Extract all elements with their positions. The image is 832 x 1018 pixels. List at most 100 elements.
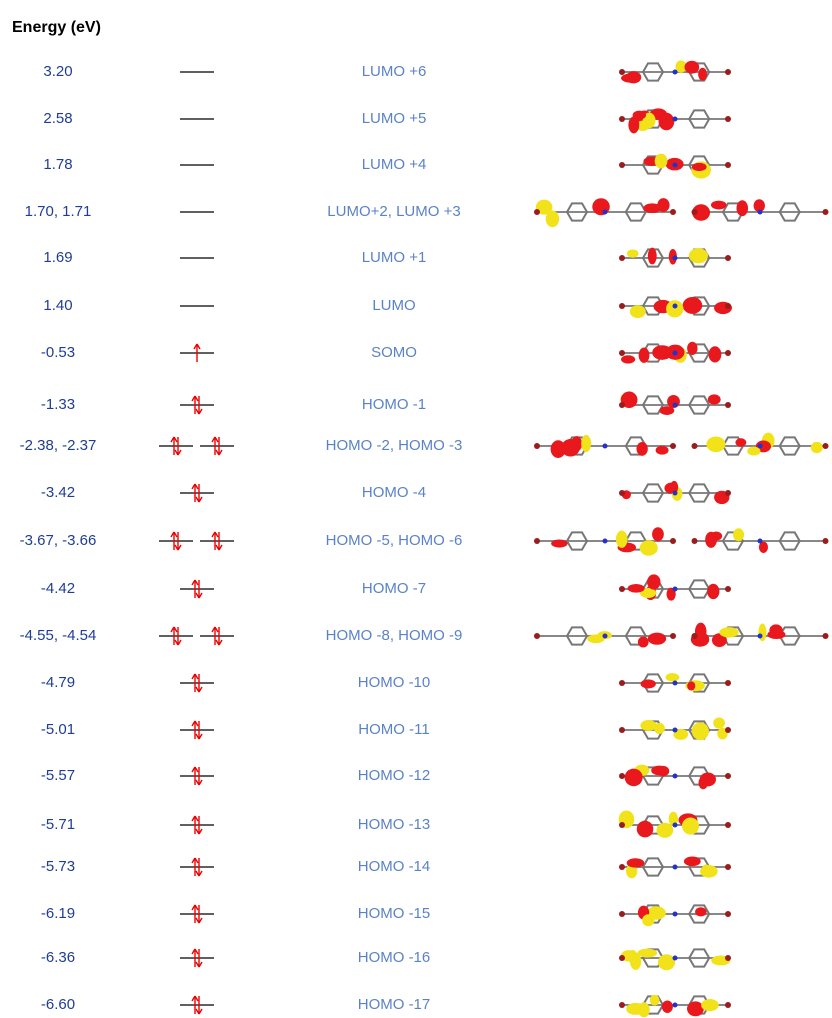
orbital-label: HOMO -8, HOMO -9 xyxy=(326,627,463,644)
orbital-image xyxy=(619,297,732,318)
atom xyxy=(758,539,763,544)
lobe xyxy=(665,673,679,681)
energy-value: 1.78 xyxy=(43,156,72,173)
atom xyxy=(619,162,625,168)
atom xyxy=(725,773,731,779)
atom xyxy=(673,728,678,733)
atom xyxy=(823,538,829,544)
lobe xyxy=(736,200,748,216)
orbital-image xyxy=(692,433,829,456)
atom xyxy=(673,823,678,828)
atom xyxy=(619,490,625,496)
atom xyxy=(692,443,698,449)
lobe xyxy=(639,348,650,363)
orbital-image xyxy=(534,435,676,458)
atom xyxy=(725,955,731,961)
lobe xyxy=(625,769,643,787)
lobe xyxy=(637,949,657,958)
orbital-image xyxy=(619,108,731,133)
lobe xyxy=(640,540,658,556)
lobe xyxy=(642,914,654,926)
atom xyxy=(534,209,540,215)
energy-value: 1.70, 1.71 xyxy=(25,203,92,220)
lobe xyxy=(692,163,707,171)
orbital-image xyxy=(619,995,731,1018)
orbital-label: HOMO -12 xyxy=(358,767,431,784)
atom xyxy=(725,255,731,261)
lobe xyxy=(643,203,661,213)
atom xyxy=(725,727,731,733)
energy-level xyxy=(180,396,214,414)
energy-level xyxy=(159,627,193,645)
atom xyxy=(603,539,608,544)
atom xyxy=(670,633,676,639)
orbital-label: SOMO xyxy=(371,344,417,361)
lobe xyxy=(689,248,708,263)
orbital-label: HOMO -15 xyxy=(358,905,431,922)
atom xyxy=(670,443,676,449)
lobe xyxy=(647,574,660,589)
atom xyxy=(619,822,625,828)
lobe xyxy=(702,864,710,874)
lobe xyxy=(626,1003,645,1015)
lobe xyxy=(652,345,672,360)
atom xyxy=(673,681,678,686)
atom xyxy=(619,1002,625,1008)
atom xyxy=(725,586,731,592)
energy-value: 3.20 xyxy=(43,63,72,80)
orbital-image xyxy=(619,392,731,415)
orbital-image xyxy=(619,905,731,926)
lobe xyxy=(648,633,666,645)
orbital-image xyxy=(619,673,731,692)
lobe xyxy=(684,61,699,74)
atom xyxy=(673,117,678,122)
lobe xyxy=(651,766,667,776)
atom xyxy=(725,350,731,356)
energy-level xyxy=(180,816,214,834)
orbital-label: HOMO -14 xyxy=(358,858,431,875)
energy-value: -6.19 xyxy=(41,905,75,922)
energy-value: 1.40 xyxy=(43,297,72,314)
atom xyxy=(692,538,698,544)
energy-level xyxy=(200,627,234,645)
energy-level xyxy=(159,532,193,550)
energy-level xyxy=(180,721,214,739)
energy-value: -4.55, -4.54 xyxy=(20,627,97,644)
atom xyxy=(725,864,731,870)
lobe xyxy=(621,355,635,363)
lobe xyxy=(641,679,656,688)
orbital-image xyxy=(692,199,829,220)
energy-value: -4.42 xyxy=(41,580,75,597)
lobe xyxy=(652,527,664,541)
title: Energy (eV) xyxy=(12,19,101,36)
atom xyxy=(619,402,625,408)
atom xyxy=(619,773,625,779)
energy-level xyxy=(180,484,214,502)
atom xyxy=(534,443,540,449)
lobe xyxy=(630,305,646,318)
orbital-label: LUMO xyxy=(372,297,415,314)
orbital-label: HOMO -17 xyxy=(358,996,431,1013)
atom xyxy=(725,680,731,686)
orbital-image xyxy=(619,342,731,364)
lobe xyxy=(713,717,725,728)
energy-value: -5.57 xyxy=(41,767,75,784)
orbital-label: LUMO+2, LUMO +3 xyxy=(327,203,460,220)
energy-value: -3.67, -3.66 xyxy=(20,532,97,549)
lobe xyxy=(657,823,674,838)
atom xyxy=(673,351,678,356)
atom xyxy=(758,444,763,449)
atom xyxy=(619,303,625,309)
energy-level xyxy=(180,674,214,692)
atom xyxy=(619,116,625,122)
atom xyxy=(823,633,829,639)
lobe xyxy=(711,201,726,210)
orbital-label: LUMO +6 xyxy=(362,63,427,80)
atom xyxy=(603,444,608,449)
orbital-image xyxy=(619,154,731,179)
energy-level xyxy=(180,344,214,362)
lobe xyxy=(705,532,717,548)
orbital-label: HOMO -1 xyxy=(362,396,426,413)
lobe xyxy=(587,634,604,643)
energy-value: -4.79 xyxy=(41,674,75,691)
